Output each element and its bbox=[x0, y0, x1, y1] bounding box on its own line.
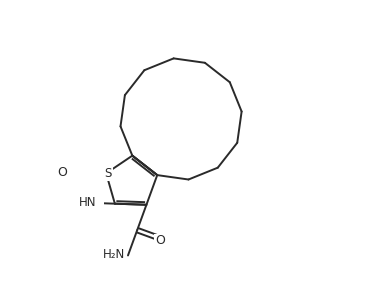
Text: HN: HN bbox=[79, 196, 97, 209]
Text: O: O bbox=[57, 166, 67, 179]
Text: O: O bbox=[155, 234, 165, 247]
Text: H₂N: H₂N bbox=[103, 248, 125, 260]
Text: S: S bbox=[104, 167, 112, 180]
